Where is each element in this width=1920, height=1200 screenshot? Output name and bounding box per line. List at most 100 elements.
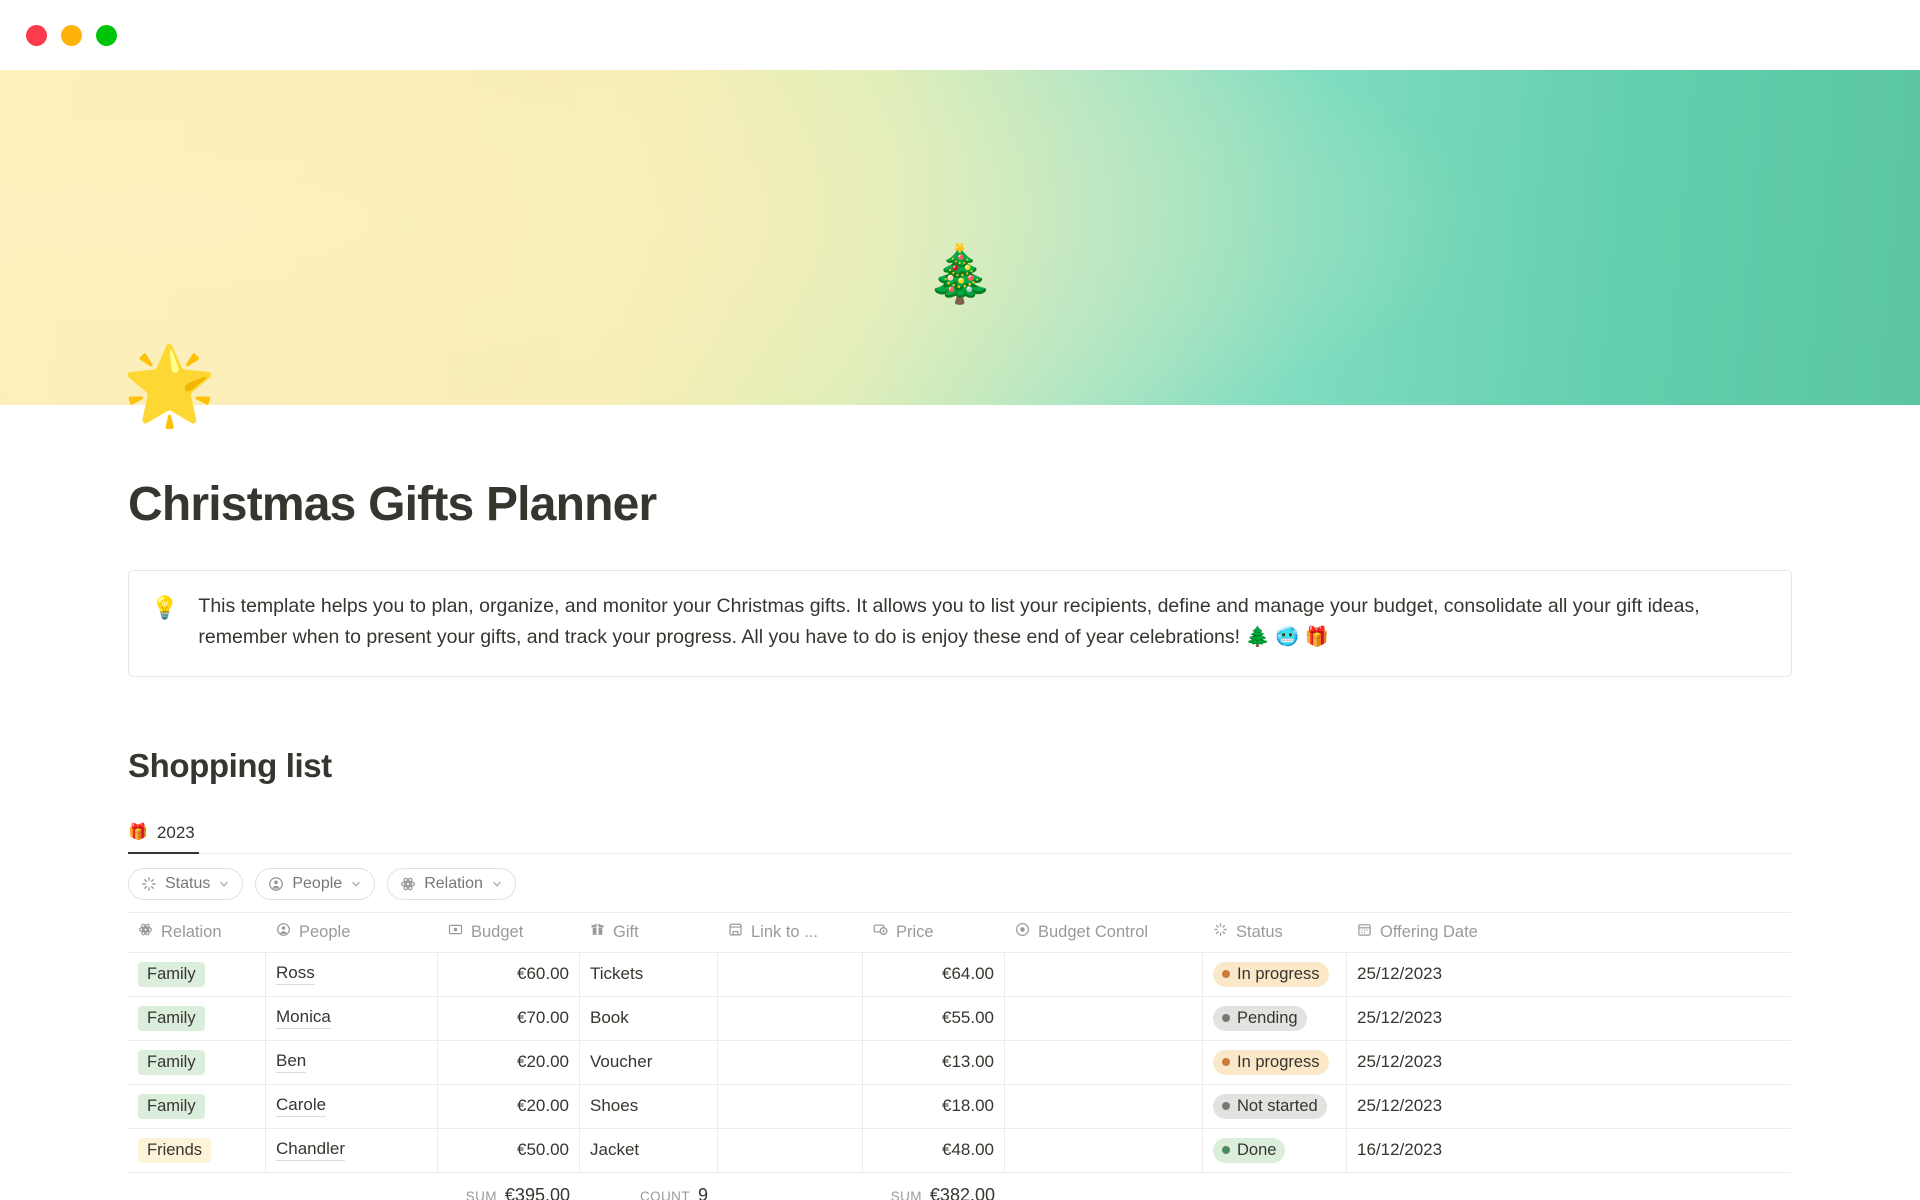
cell-budget-control[interactable] [1005,1040,1203,1084]
section-heading-shopping-list: Shopping list [128,746,332,784]
column-header-status[interactable]: Status [1203,913,1347,952]
cell-link-to[interactable] [718,996,863,1040]
tab-label: 2023 [156,822,195,842]
cell-offering-date[interactable]: 25/12/2023 [1357,1008,1443,1028]
cell-budget-control[interactable] [1005,996,1203,1040]
cell-price[interactable]: €18.00 [863,1084,1005,1128]
page-body: 🌟 Christmas Gifts Planner 💡 This templat… [0,348,1920,1200]
column-header-link-to[interactable]: Link to ... [718,913,863,952]
status-badge: In progress [1213,961,1329,987]
cell-offering-date[interactable]: 25/12/2023 [1357,1052,1443,1072]
column-header-label: Offering Date [1380,922,1478,941]
cell-status[interactable]: Pending [1203,996,1347,1040]
cell-people[interactable]: Monica [266,996,438,1040]
table-row[interactable]: Friends Chandler €50.00 Jacket €48.00 Do… [128,1128,1791,1173]
summary-people[interactable] [266,1173,438,1200]
cell-link-to[interactable] [718,1128,863,1172]
cell-link-to[interactable] [718,1040,863,1084]
minimize-window-button[interactable] [61,24,82,46]
summary-gift[interactable]: COUNT 9 [580,1173,718,1200]
cell-offering-date[interactable]: 16/12/2023 [1357,1140,1443,1160]
star-icon[interactable]: 🌟 [122,343,217,428]
filter-chip-status[interactable]: Status [128,867,244,900]
summary-price[interactable]: SUM €382.00 [863,1173,1005,1200]
cell-status[interactable]: Not started [1203,1084,1347,1128]
maximize-window-button[interactable] [96,24,117,46]
cell-link-to[interactable] [718,1084,863,1128]
cell-budget[interactable]: €70.00 [438,996,580,1040]
person-name: Ben [276,1051,307,1074]
person-icon [276,922,291,942]
cell-link-to[interactable] [718,952,863,996]
money-icon [448,922,463,942]
cell-status[interactable]: In progress [1203,952,1347,996]
close-window-button[interactable] [26,24,47,46]
cell-price[interactable]: €64.00 [863,952,1005,996]
cell-gift[interactable]: Tickets [580,952,718,996]
cell-people[interactable]: Carole [266,1084,438,1128]
cell-people[interactable]: Chandler [266,1128,438,1172]
summary-offering-date[interactable] [1347,1173,1791,1200]
cell-relation[interactable]: Family [128,1040,266,1084]
filter-chip-label: People [292,874,343,892]
cell-budget[interactable]: €60.00 [438,952,580,996]
status-badge: Not started [1213,1093,1327,1119]
tab-2023[interactable]: 🎁 2023 [128,813,199,854]
cell-price[interactable]: €55.00 [863,996,1005,1040]
cell-budget-control[interactable] [1005,1128,1203,1172]
cell-relation[interactable]: Friends [128,1128,266,1172]
table-row[interactable]: Family Ben €20.00 Voucher €13.00 In prog… [128,1040,1791,1085]
relation-tag: Family [138,1093,205,1119]
cell-offering-date[interactable]: 25/12/2023 [1357,1096,1443,1116]
status-label: Pending [1237,1009,1298,1028]
cell-status[interactable]: In progress [1203,1040,1347,1084]
relation-icon [138,922,153,942]
column-header-label: Budget [471,922,524,941]
cell-gift[interactable]: Jacket [580,1128,718,1172]
status-badge: Done [1213,1137,1286,1163]
filter-chip-people[interactable]: People [255,867,376,900]
column-header-gift[interactable]: Gift [580,913,718,952]
relation-tag: Family [138,1005,205,1031]
status-icon [141,876,157,892]
cell-relation[interactable]: Family [128,952,266,996]
cell-relation[interactable]: Family [128,996,266,1040]
cell-relation[interactable]: Family [128,1084,266,1128]
table-row[interactable]: Family Ross €60.00 Tickets €64.00 In pro… [128,952,1791,997]
summary-budget-control[interactable] [1005,1173,1203,1200]
column-header-relation[interactable]: Relation [128,913,266,952]
cell-people[interactable]: Ross [266,952,438,996]
summary-budget[interactable]: SUM €395.00 [438,1173,580,1200]
cell-budget[interactable]: €50.00 [438,1128,580,1172]
chevron-down-icon [220,881,229,887]
summary-link-to[interactable] [718,1173,863,1200]
column-header-people[interactable]: People [266,913,438,952]
cell-budget[interactable]: €20.00 [438,1084,580,1128]
status-badge: In progress [1213,1049,1329,1075]
column-header-price[interactable]: Price [863,913,1005,952]
cell-offering-date[interactable]: 25/12/2023 [1357,964,1443,984]
table-row[interactable]: Family Monica €70.00 Book €55.00 Pending… [128,996,1791,1041]
filter-chip-label: Status [165,874,211,892]
summary-relation[interactable] [128,1173,266,1200]
column-header-budget[interactable]: Budget [438,913,580,952]
column-header-label: Price [896,922,934,941]
cell-gift[interactable]: Book [580,996,718,1040]
column-header-offering-date[interactable]: Offering Date [1347,913,1791,952]
table-row[interactable]: Family Carole €20.00 Shoes €18.00 Not st… [128,1084,1791,1129]
cell-gift[interactable]: Voucher [580,1040,718,1084]
page-cover-image[interactable]: 🎄 [0,70,1920,405]
cell-budget[interactable]: €20.00 [438,1040,580,1084]
summary-status[interactable] [1203,1173,1347,1200]
cell-gift[interactable]: Shoes [580,1084,718,1128]
cell-price[interactable]: €48.00 [863,1128,1005,1172]
filter-chip-relation[interactable]: Relation [387,867,516,900]
store-icon [728,922,743,942]
cell-people[interactable]: Ben [266,1040,438,1084]
column-header-budget-control[interactable]: Budget Control [1005,913,1203,952]
cell-budget-control[interactable] [1005,1084,1203,1128]
gift-icon [590,922,605,942]
cell-price[interactable]: €13.00 [863,1040,1005,1084]
cell-budget-control[interactable] [1005,952,1203,996]
cell-status[interactable]: Done [1203,1128,1347,1172]
